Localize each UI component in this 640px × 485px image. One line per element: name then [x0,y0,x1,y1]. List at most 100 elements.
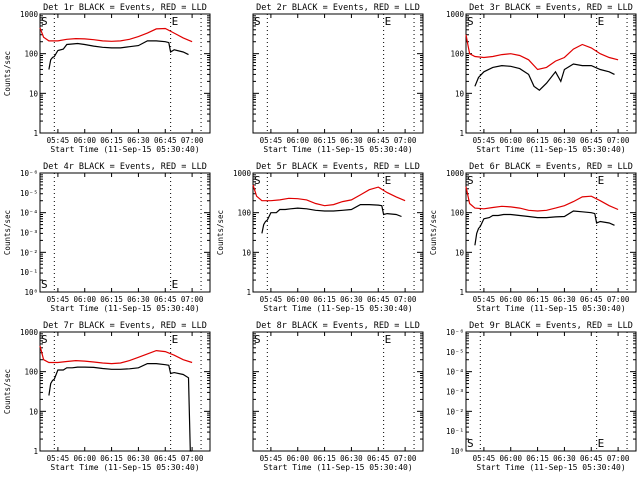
x-tick-label: 06:30 [127,136,150,145]
x-tick-label: 06:00 [286,295,309,304]
x-tick-label: 05:45 [260,136,283,145]
y-tick-label: 10 [242,248,252,257]
panel-title: Det 8r BLACK = Events, RED = LLD [256,321,420,331]
end-marker: E [598,15,605,28]
panel-title: Det 7r BLACK = Events, RED = LLD [43,321,207,331]
y-tick-label: 10⁻⁶ [446,328,464,337]
y-tick-label: 10⁻² [446,407,464,416]
start-marker: S [41,278,48,291]
y-tick-label: 10⁻⁶ [20,169,38,178]
y-tick-label: 1 [459,129,464,138]
x-tick-label: 06:30 [340,295,363,304]
x-tick-label: 06:30 [553,454,576,463]
start-marker: S [41,333,48,346]
x-axis-label: Start Time (11-Sep-15 05:30:40) [263,145,412,154]
x-tick-label: 05:45 [473,295,496,304]
axes-frame [252,172,424,293]
y-axis-label: Counts/sec [3,369,12,414]
x-tick-label: 06:45 [367,454,390,463]
x-tick-label: 05:45 [47,454,70,463]
y-tick-label: 100 [237,209,251,218]
x-tick-label: 06:00 [73,454,96,463]
start-marker: S [467,174,474,187]
y-axis-label: Counts/sec [3,51,12,96]
x-tick-label: 06:15 [100,454,123,463]
y-tick-label: 10 [455,89,465,98]
x-tick-label: 07:00 [181,136,204,145]
events-series-line [474,210,615,246]
y-tick-label: 10⁻² [20,248,38,257]
x-tick-label: 06:45 [367,295,390,304]
axes-frame [39,172,211,293]
axes-frame [252,13,424,134]
y-tick-label: 1000 [20,328,39,337]
x-tick-label: 06:00 [73,136,96,145]
x-tick-label: 06:30 [127,454,150,463]
y-tick-label: 10⁻⁴ [446,368,464,377]
y-tick-label: 1000 [446,169,465,178]
events-series-line [48,40,189,70]
end-marker: E [172,333,179,346]
chart-panel-6: Det 6r BLACK = Events, RED = LLD S E 05:45 0… [429,162,637,313]
lld-series-line [252,184,406,207]
lld-series-line [465,186,619,212]
panel-title: Det 5r BLACK = Events, RED = LLD [256,162,420,172]
end-marker: E [385,174,392,187]
x-axis-label: Start Time (11-Sep-15 05:30:40) [50,304,199,313]
panel-title: Det 1r BLACK = Events, RED = LLD [43,3,207,13]
axes-frame [252,331,424,452]
axes-frame [39,13,211,134]
events-series-line [261,204,402,234]
lld-series-line [39,345,193,365]
panel-title: Det 6r BLACK = Events, RED = LLD [469,162,633,172]
x-tick-label: 06:45 [580,295,603,304]
x-tick-label: 06:00 [73,295,96,304]
x-tick-label: 06:30 [340,454,363,463]
x-tick-label: 06:15 [100,295,123,304]
panel-title: Det 2r BLACK = Events, RED = LLD [256,3,420,13]
end-marker: E [598,437,605,450]
x-axis-label: Start Time (11-Sep-15 05:30:40) [263,463,412,472]
y-tick-label: 10⁻³ [446,388,464,397]
y-tick-label: 10⁰ [24,288,38,297]
start-marker: S [467,15,474,28]
x-tick-label: 06:30 [553,295,576,304]
x-tick-label: 06:45 [154,295,177,304]
y-tick-label: 100 [24,368,38,377]
x-tick-label: 06:15 [313,136,336,145]
x-tick-label: 05:45 [47,136,70,145]
y-tick-label: 10⁻⁴ [20,209,38,218]
y-tick-label: 100 [450,209,464,218]
x-axis-label: Start Time (11-Sep-15 05:30:40) [476,304,625,313]
lld-series-line [39,27,193,43]
y-axis-label: Counts/sec [3,210,12,255]
y-tick-label: 1000 [446,10,465,19]
x-tick-label: 06:00 [286,454,309,463]
end-marker: E [172,15,179,28]
x-tick-label: 07:00 [394,454,417,463]
axes-frame [465,331,637,452]
x-tick-label: 07:00 [394,136,417,145]
axes-frame [465,13,637,134]
start-marker: S [254,333,261,346]
x-axis-label: Start Time (11-Sep-15 05:30:40) [50,463,199,472]
x-tick-label: 06:00 [286,136,309,145]
end-marker: E [598,174,605,187]
y-tick-label: 10 [29,89,39,98]
y-tick-label: 1000 [233,169,252,178]
lld-series-line [465,34,619,71]
y-tick-label: 10⁻⁵ [20,189,38,198]
y-tick-label: 100 [24,50,38,59]
y-tick-label: 1 [246,288,251,297]
x-axis-label: Start Time (11-Sep-15 05:30:40) [476,145,625,154]
x-tick-label: 05:45 [260,295,283,304]
x-tick-label: 06:45 [580,136,603,145]
